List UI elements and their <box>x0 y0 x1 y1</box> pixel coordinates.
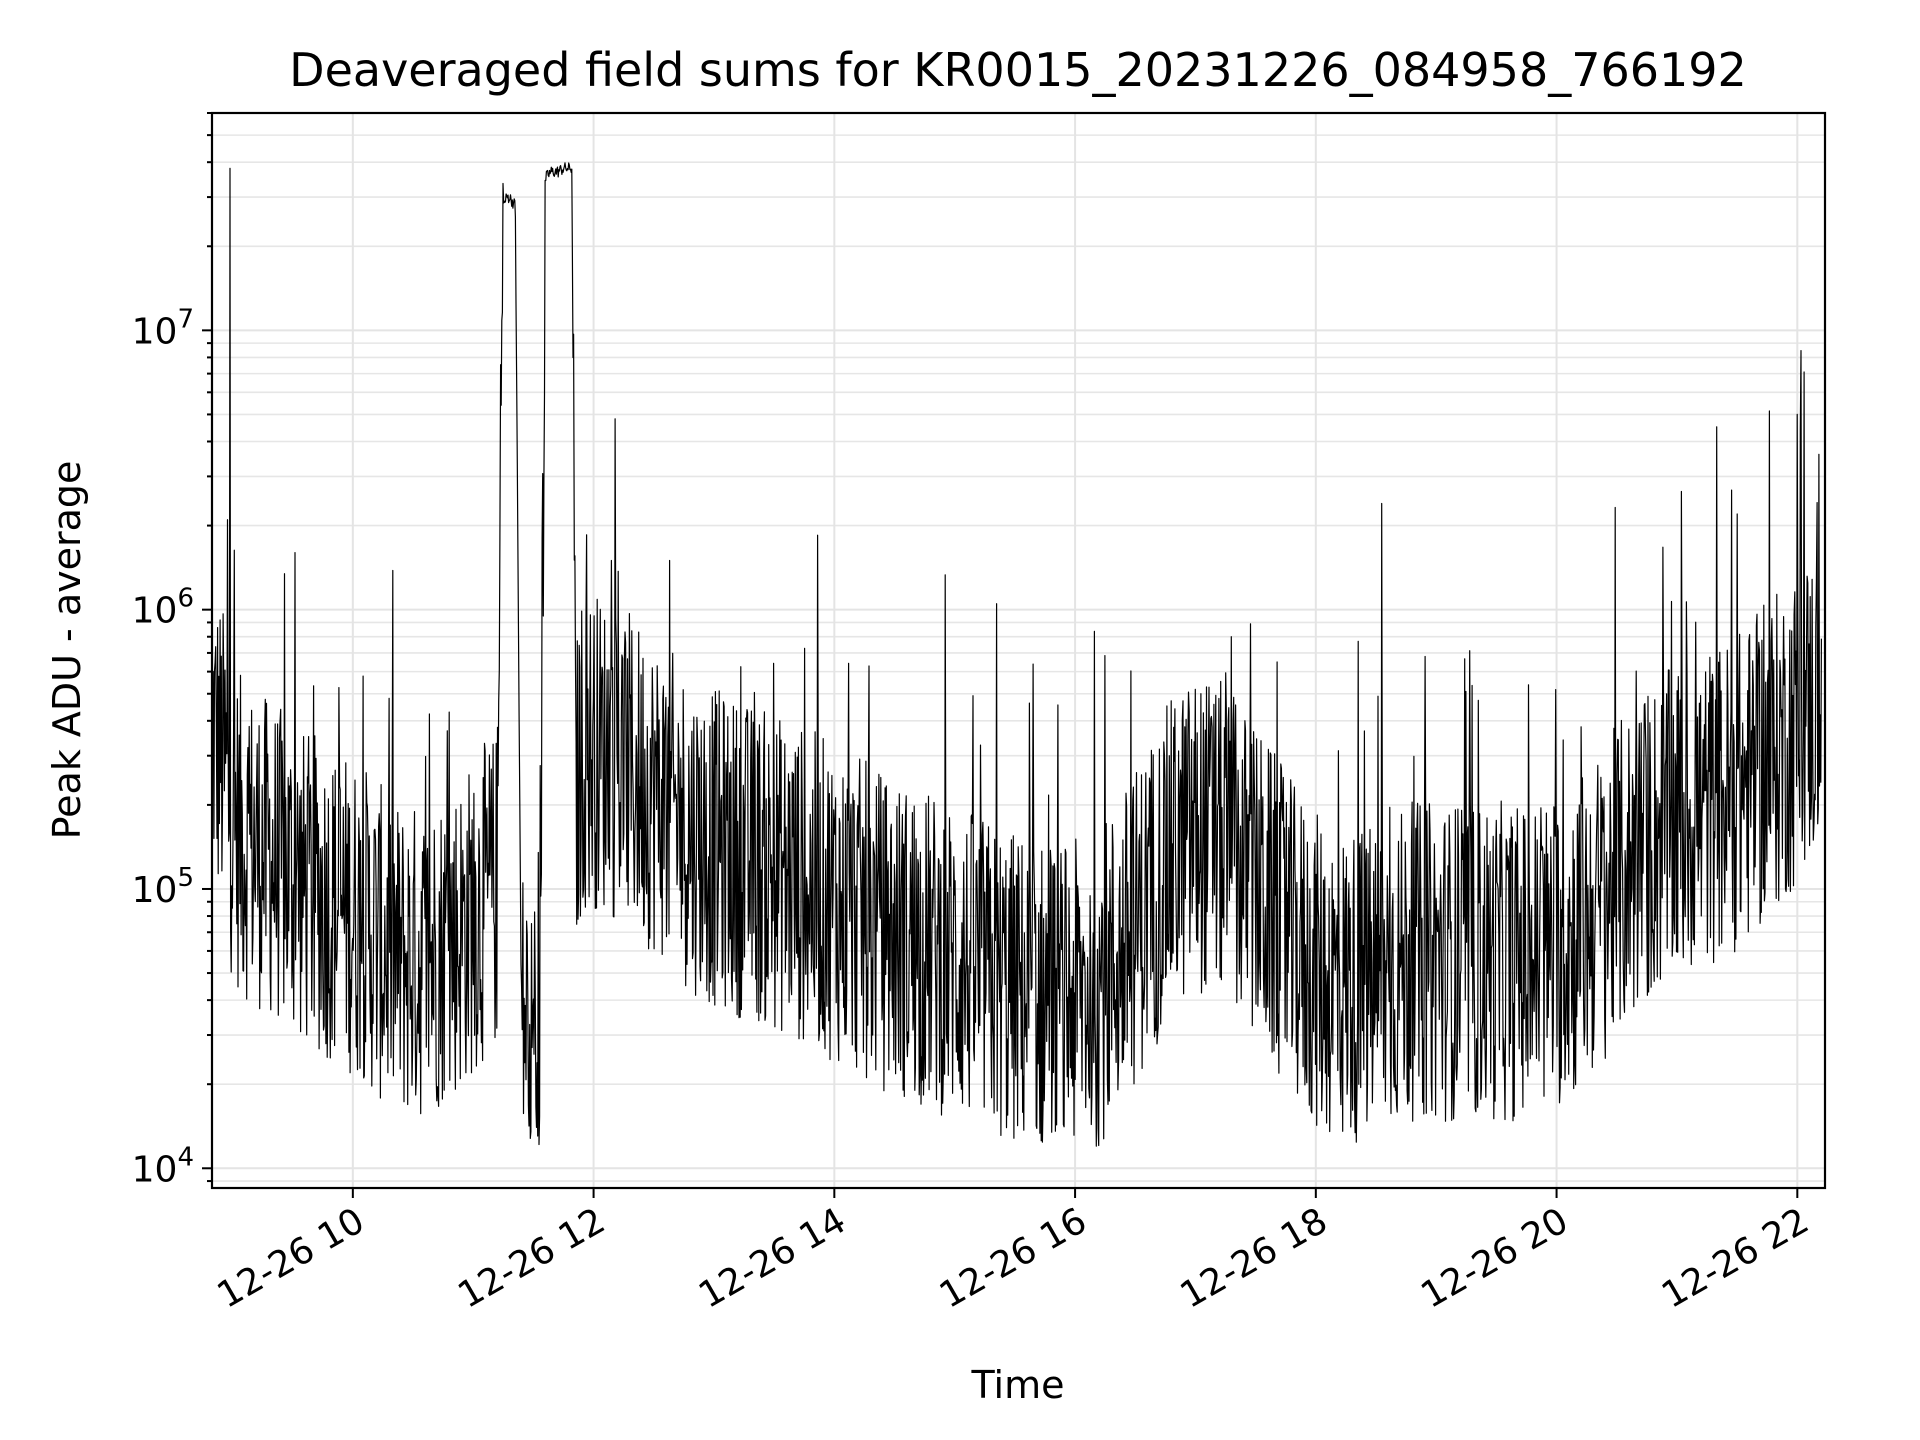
plot-frame <box>210 111 1827 1190</box>
y-tick-label: 107 <box>132 304 194 352</box>
y-tick-label: 106 <box>132 584 194 632</box>
major-gridlines <box>212 113 1825 1188</box>
y-axis: 104 105 106 107 <box>132 304 212 1190</box>
x-axis-label: Time <box>971 1363 1065 1407</box>
y-axis-label: Peak ADU - average <box>45 461 89 840</box>
y-tick-label: 105 <box>132 863 194 911</box>
series-line-group <box>211 162 1822 1147</box>
chart-title: Deaveraged field sums for KR0015_2023122… <box>289 43 1747 97</box>
y-tick-label: 104 <box>132 1142 194 1190</box>
series-line <box>211 162 1822 1147</box>
